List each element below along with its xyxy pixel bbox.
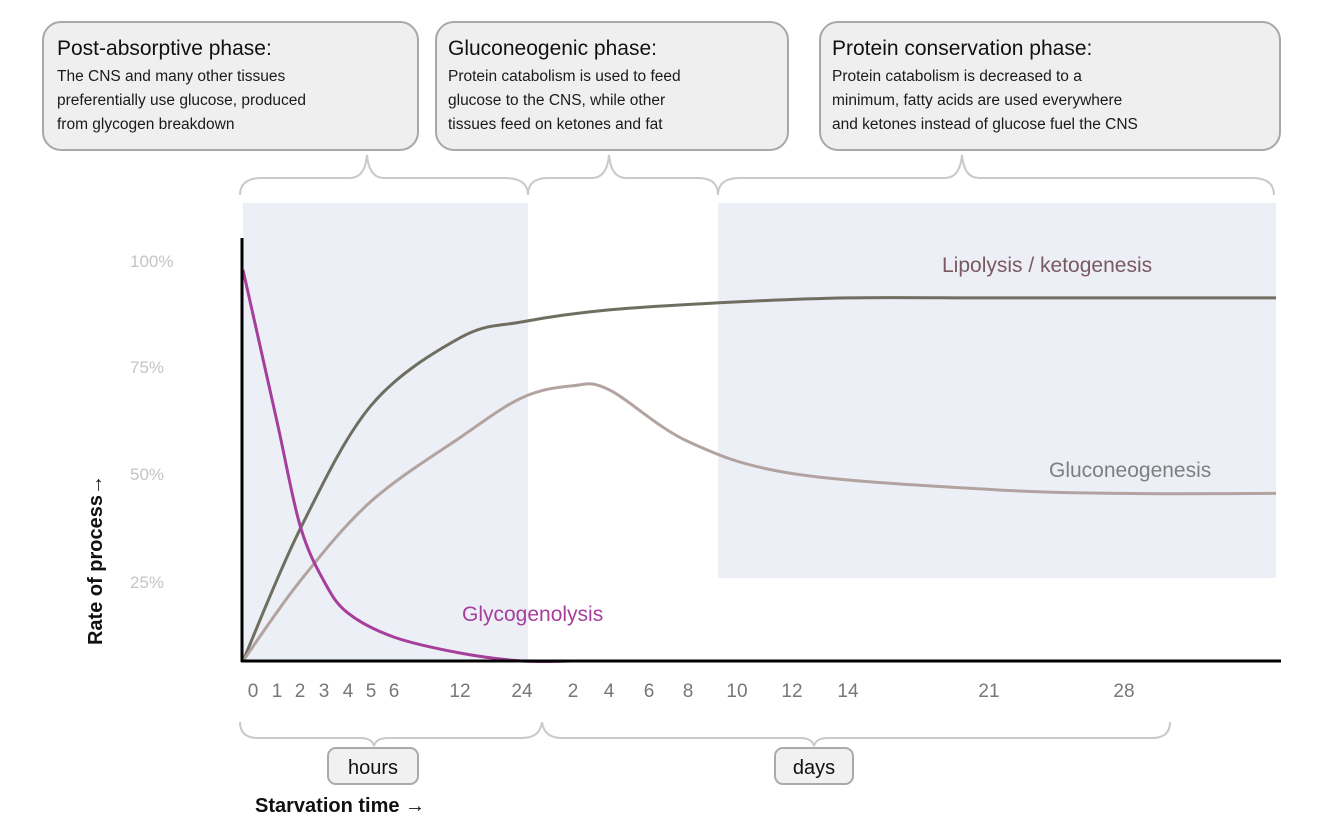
x-tick-label: 10 [726, 681, 747, 702]
phase-box-gluconeogenic: Gluconeogenic phase: Protein catabolism … [435, 21, 789, 151]
x-tick-label: 0 [248, 681, 259, 702]
x-tick-label: 14 [837, 681, 859, 702]
phase-desc-line: from glycogen breakdown [57, 116, 235, 133]
x-tick-label: 2 [568, 681, 579, 702]
phase-desc-line: Protein catabolism is decreased to a [832, 68, 1082, 85]
phase-title: Protein conservation phase: [832, 37, 1092, 60]
series-line-lipolysis [241, 296, 1276, 662]
brace-protein-conservation [717, 154, 1275, 196]
y-tick-label: 75% [130, 358, 164, 377]
y-tick-label: 25% [130, 573, 164, 592]
x-tick-label: 4 [604, 681, 615, 702]
phase-desc-line: tissues feed on ketones and fat [448, 116, 663, 133]
brace-post-absorptive [239, 154, 529, 196]
phase-box-protein-conservation: Protein conservation phase: Protein cata… [819, 21, 1281, 151]
x-tick-label: 24 [511, 681, 533, 702]
brace-hours [239, 721, 543, 747]
x-tick-label: 12 [781, 681, 802, 702]
protein-conservation-shade [718, 203, 1276, 578]
unit-label-days: days [793, 757, 835, 779]
phase-desc-line: minimum, fatty acids are used everywhere [832, 92, 1122, 109]
phase-desc-line: preferentially use glucose, produced [57, 92, 306, 109]
brace-gluconeogenic [527, 154, 719, 196]
x-tick-label: 6 [644, 681, 655, 702]
x-tick-label: 21 [978, 681, 999, 702]
y-axis-title: Rate of process→ [85, 475, 107, 645]
series-line-gluconeogenesis [241, 382, 1277, 662]
x-tick-label: 12 [449, 681, 470, 702]
x-tick-label: 28 [1113, 681, 1134, 702]
x-tick-labels: 0 1 2 3 4 5 6 12 24 2 4 6 8 10 12 14 21 28 [248, 681, 1135, 702]
x-axis-title: Starvation time → [255, 795, 425, 817]
x-tick-label: 1 [272, 681, 283, 702]
phase-desc-line: and ketones instead of glucose fuel the … [832, 116, 1138, 133]
phase-desc-line: Protein catabolism is used to feed [448, 68, 681, 85]
phase-title: Post-absorptive phase: [57, 37, 272, 60]
x-tick-label: 3 [319, 681, 330, 702]
x-tick-label: 4 [343, 681, 354, 702]
brace-days [541, 721, 1171, 747]
unit-box-days: days [774, 747, 854, 785]
y-tick-label: 50% [130, 465, 164, 484]
phase-title: Gluconeogenic phase: [448, 37, 657, 60]
y-tick-label: 100% [130, 252, 173, 271]
phase-box-post-absorptive: Post-absorptive phase: The CNS and many … [42, 21, 419, 151]
phase-desc-line: The CNS and many other tissues [57, 68, 286, 85]
x-tick-label: 2 [295, 681, 306, 702]
phase-desc-line: glucose to the CNS, while other [448, 92, 665, 109]
unit-box-hours: hours [327, 747, 419, 785]
series-label-glycogenolysis: Glycogenolysis [462, 603, 603, 626]
series-label-lipolysis: Lipolysis / ketogenesis [942, 254, 1152, 277]
series-line-glycogenolysis [241, 269, 574, 664]
x-tick-label: 8 [683, 681, 694, 702]
x-tick-label: 6 [389, 681, 400, 702]
unit-label-hours: hours [348, 757, 398, 779]
series-label-gluconeogenesis: Gluconeogenesis [1049, 459, 1211, 482]
x-tick-label: 5 [366, 681, 377, 702]
post-absorptive-shade [243, 203, 528, 661]
